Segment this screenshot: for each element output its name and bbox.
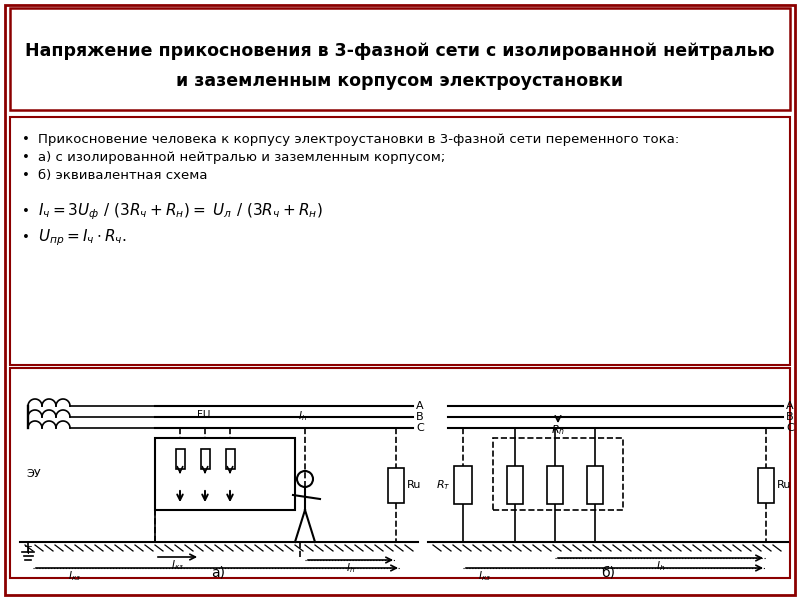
- Text: B: B: [416, 412, 424, 422]
- Bar: [547, 466, 563, 504]
- Text: Напряжение прикосновения в 3-фазной сети с изолированной нейтралью: Напряжение прикосновения в 3-фазной сети…: [26, 42, 774, 60]
- Bar: [175, 449, 185, 469]
- Text: а) с изолированной нейтралью и заземленным корпусом;: а) с изолированной нейтралью и заземленн…: [38, 151, 446, 164]
- Bar: [388, 467, 404, 503]
- Text: $I_{кз}$: $I_{кз}$: [68, 569, 81, 583]
- Bar: [493, 438, 623, 510]
- Text: $I_{кз}$: $I_{кз}$: [171, 558, 184, 572]
- Text: $I_h$: $I_h$: [298, 409, 307, 423]
- Bar: [587, 466, 603, 504]
- Text: C: C: [416, 423, 424, 433]
- Text: FU: FU: [197, 410, 210, 420]
- Bar: [10, 8, 790, 110]
- Text: $\mathit{I}_{ч} = 3\mathit{U}_{ф}\ /\ (3\mathit{R}_{ч} + \mathit{R}_{н}) = \ \ma: $\mathit{I}_{ч} = 3\mathit{U}_{ф}\ /\ (3…: [38, 202, 322, 222]
- Text: Ru: Ru: [777, 480, 791, 490]
- Text: $R_т$: $R_т$: [436, 478, 450, 492]
- Bar: [10, 117, 790, 365]
- Text: Ru: Ru: [407, 480, 422, 490]
- Text: $I_h$: $I_h$: [656, 559, 665, 573]
- Bar: [454, 466, 472, 504]
- Text: и заземленным корпусом электроустановки: и заземленным корпусом электроустановки: [177, 72, 623, 90]
- Text: •: •: [22, 232, 30, 245]
- Text: •: •: [22, 205, 30, 218]
- Text: A: A: [786, 401, 794, 411]
- Text: •: •: [22, 133, 30, 146]
- Text: $\mathit{U}_{пр} = \mathit{I}_{ч} \cdot \mathit{R}_{ч}.$: $\mathit{U}_{пр} = \mathit{I}_{ч} \cdot …: [38, 227, 126, 248]
- Bar: [758, 467, 774, 503]
- Text: T: T: [25, 546, 31, 556]
- Text: а): а): [211, 566, 225, 580]
- Text: $R_h$: $R_h$: [551, 423, 565, 437]
- Bar: [201, 449, 210, 469]
- Text: A: A: [416, 401, 424, 411]
- Text: C: C: [786, 423, 794, 433]
- Text: B: B: [786, 412, 794, 422]
- Text: •: •: [22, 169, 30, 182]
- Bar: [10, 368, 790, 578]
- Text: $I_h$: $I_h$: [346, 561, 355, 575]
- Bar: [507, 466, 523, 504]
- Bar: [226, 449, 234, 469]
- Text: Прикосновение человека к корпусу электроустановки в 3-фазной сети переменного то: Прикосновение человека к корпусу электро…: [38, 133, 679, 146]
- Text: •: •: [22, 151, 30, 164]
- Bar: [155, 438, 295, 510]
- Text: ЭУ: ЭУ: [26, 469, 41, 479]
- Text: $I_{кз}$: $I_{кз}$: [478, 569, 491, 583]
- Text: б): б): [601, 566, 615, 580]
- Text: б) эквивалентная схема: б) эквивалентная схема: [38, 169, 207, 182]
